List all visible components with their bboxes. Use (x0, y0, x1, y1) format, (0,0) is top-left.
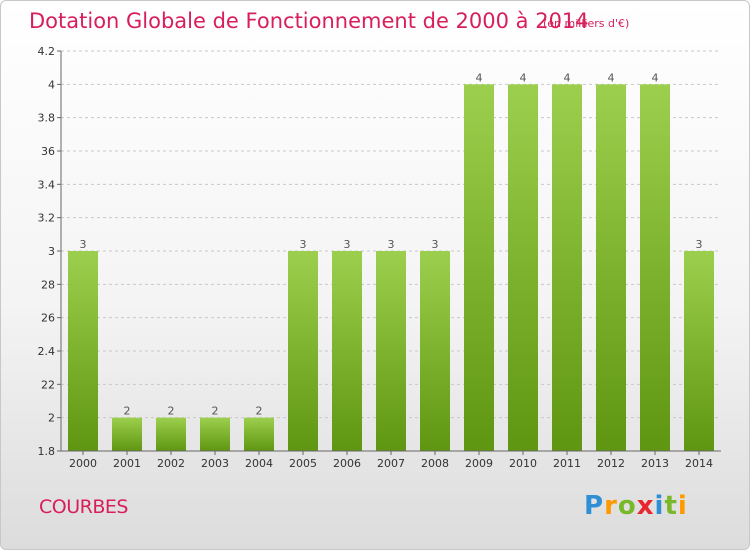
bar (332, 251, 362, 451)
x-tick-label: 2006 (333, 457, 361, 470)
commune-name: COURBES (39, 496, 128, 518)
labels: 1.82222.4262833.23.4363.844.232000220012… (38, 45, 714, 470)
x-tick-label: 2011 (553, 457, 581, 470)
data-label: 3 (388, 238, 395, 251)
data-label: 3 (300, 238, 307, 251)
y-tick-label: 3.8 (38, 112, 56, 125)
axes (57, 50, 721, 455)
bar (508, 84, 538, 451)
y-tick-label: 22 (41, 378, 55, 391)
data-label: 4 (520, 71, 527, 84)
x-tick-label: 2010 (509, 457, 537, 470)
data-label: 2 (256, 405, 263, 418)
data-label: 4 (564, 71, 571, 84)
bar (156, 417, 186, 451)
x-tick-label: 2013 (641, 457, 669, 470)
bar (244, 417, 274, 451)
x-tick-label: 2003 (201, 457, 229, 470)
data-label: 3 (696, 238, 703, 251)
bar (684, 251, 714, 451)
x-tick-label: 2009 (465, 457, 493, 470)
y-tick-label: 4.2 (38, 45, 56, 58)
bar (596, 84, 626, 451)
x-tick-label: 2005 (289, 457, 317, 470)
bar (552, 84, 582, 451)
bar (376, 251, 406, 451)
y-tick-label: 3.2 (38, 212, 56, 225)
data-label: 4 (476, 71, 483, 84)
x-tick-label: 2007 (377, 457, 405, 470)
chart-title: Dotation Globale de Fonctionnement de 20… (29, 9, 589, 33)
y-tick-label: 4 (48, 78, 55, 91)
x-tick-label: 2014 (685, 457, 713, 470)
bar (640, 84, 670, 451)
data-label: 2 (168, 405, 175, 418)
x-tick-label: 2002 (157, 457, 185, 470)
data-label: 3 (432, 238, 439, 251)
x-tick-label: 2004 (245, 457, 273, 470)
bar (464, 84, 494, 451)
x-tick-label: 2000 (69, 457, 97, 470)
y-tick-label: 28 (41, 278, 55, 291)
data-label: 3 (344, 238, 351, 251)
x-tick-label: 2012 (597, 457, 625, 470)
x-tick-label: 2001 (113, 457, 141, 470)
y-tick-label: 2.4 (38, 345, 56, 358)
y-tick-label: 1.8 (38, 445, 56, 458)
y-tick-label: 2 (48, 412, 55, 425)
x-tick-label: 2008 (421, 457, 449, 470)
bar (420, 251, 450, 451)
y-tick-label: 3 (48, 245, 55, 258)
data-label: 3 (80, 238, 87, 251)
proxiti-logo: Proxiti (584, 491, 688, 521)
bar (68, 251, 98, 451)
bar (200, 417, 230, 451)
chart-unit: (en milliers d'€) (543, 17, 630, 30)
y-tick-label: 36 (41, 145, 55, 158)
bar (112, 417, 142, 451)
y-tick-label: 26 (41, 312, 55, 325)
bar (288, 251, 318, 451)
data-label: 4 (652, 71, 659, 84)
data-label: 2 (212, 405, 219, 418)
data-label: 4 (608, 71, 615, 84)
y-tick-label: 3.4 (38, 178, 56, 191)
bars (68, 84, 714, 451)
data-label: 2 (124, 405, 131, 418)
